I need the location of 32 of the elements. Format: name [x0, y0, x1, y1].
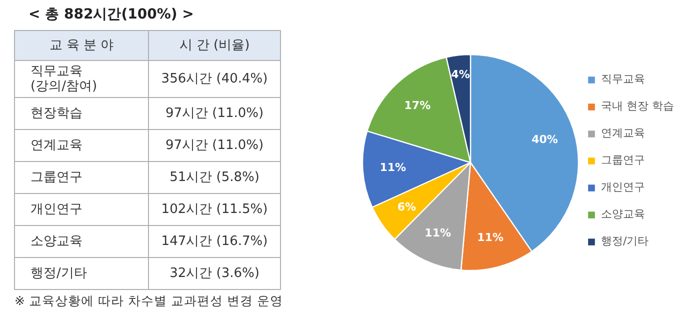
category-label: 연계교육	[30, 138, 82, 153]
legend-label: 소양교육	[601, 206, 645, 222]
text: 356시간 (40.4%)	[161, 72, 268, 86]
legend-label: 그룹연구	[601, 152, 645, 168]
text: 97시간 (11.0%)	[165, 106, 264, 121]
category-label: 소양교육	[30, 234, 82, 249]
text: ※ 교육상황에 따라 차수별 교과편성 변경 운영	[14, 293, 283, 308]
category-label: 개인연구	[30, 202, 82, 217]
text: 교 육 분 야	[49, 38, 114, 53]
category-label: 현장학습	[30, 106, 82, 121]
text: < 총 882시간(100%) >	[28, 6, 194, 22]
data-label: 40%	[532, 132, 558, 146]
text: 32시간 (3.6%)	[170, 266, 260, 281]
data-label: 4%	[451, 68, 470, 82]
category-label: 행정/기타	[30, 266, 87, 281]
legend-label: 연계교육	[601, 126, 645, 140]
text: 102시간 (11.5%)	[161, 202, 268, 217]
text: 시 간 (비율)	[179, 38, 250, 53]
text: 51시간 (5.8%)	[170, 170, 260, 185]
legend-label: 개인연구	[601, 180, 645, 194]
data-label: 11%	[380, 161, 406, 174]
category-label: 직무교육 (강의/참여)	[30, 64, 98, 94]
data-label: 11%	[424, 226, 452, 240]
legend-label: 행정/기타	[601, 234, 649, 248]
data-label: 6%	[397, 200, 416, 214]
text: 147시간 (16.7%)	[161, 234, 268, 249]
legend-label: 직무교육	[601, 72, 645, 86]
data-label: 11%	[477, 231, 504, 244]
category-label: 그룹연구	[30, 170, 82, 185]
text: 97시간 (11.0%)	[165, 138, 264, 153]
legend-label: 국내 현장 학습	[601, 98, 674, 114]
data-label: 17%	[404, 99, 431, 112]
